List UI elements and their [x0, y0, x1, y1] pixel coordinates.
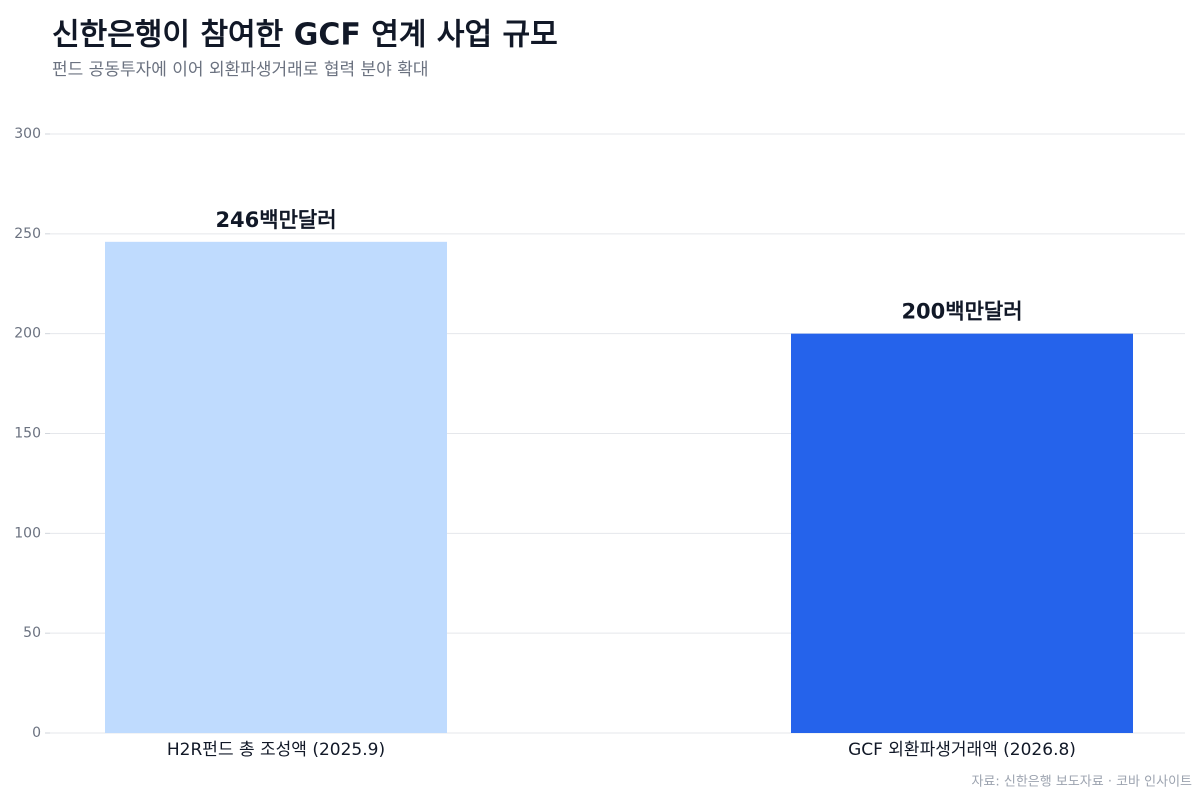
bar: [791, 333, 1133, 733]
value-label: 200백만달러: [901, 300, 1022, 324]
y-tick-label: 150: [14, 426, 41, 442]
y-tick-label: 250: [14, 226, 41, 242]
chart-subtitle: 펀드 공동투자에 이어 외환파생거래로 협력 분야 확대: [52, 60, 429, 80]
value-label: 246백만달러: [215, 208, 336, 232]
chart-title: 신한은행이 참여한 GCF 연계 사업 규모: [52, 18, 558, 53]
x-tick-label: GCF 외환파생거래액 (2026.8): [848, 740, 1076, 760]
y-tick-label: 200: [14, 326, 41, 342]
source-note: 자료: 신한은행 보도자료 · 코바 인사이트: [971, 774, 1192, 790]
y-tick-label: 300: [14, 126, 41, 142]
x-tick-label: H2R펀드 총 조성액 (2025.9): [167, 740, 385, 760]
y-tick-label: 50: [23, 625, 41, 641]
y-tick-label: 100: [14, 525, 41, 541]
y-tick-label: 0: [32, 725, 41, 741]
bar: [105, 241, 447, 733]
